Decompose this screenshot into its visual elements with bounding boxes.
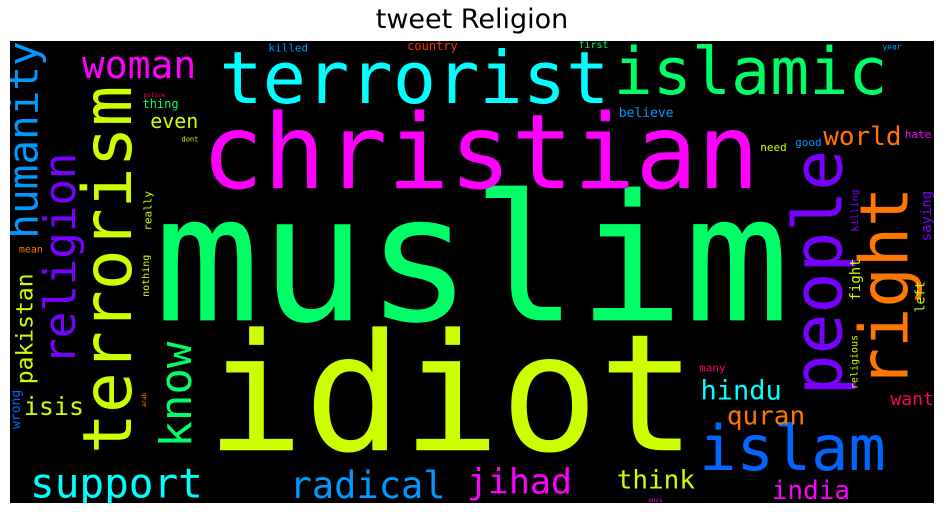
word-left: left (914, 281, 929, 312)
word-christian: christian (201, 93, 759, 213)
word-police: police (144, 92, 166, 99)
word-know: know (151, 341, 202, 447)
chart-title: tweet Religion (375, 4, 569, 35)
word-muslim: muslim (154, 157, 790, 362)
word-need: need (760, 141, 787, 154)
word-idiot: idiot (206, 300, 697, 489)
word-islam: islam (699, 412, 886, 485)
word-country: country (407, 41, 458, 53)
word-cloud-panel: muslim idiot christian terrorist people terro… (10, 41, 934, 503)
word-saying: saying (919, 191, 934, 242)
word-india: india (772, 476, 850, 503)
word-jihad: jihad (467, 463, 572, 503)
word-terrorism: terrorism (69, 86, 148, 454)
word-pakistan: pakistan (12, 273, 38, 384)
word-think: think (617, 465, 696, 495)
word-radical: radical (290, 464, 446, 503)
word-mean: mean (19, 245, 43, 256)
word-dont: dont (181, 136, 198, 144)
word-believe: believe (619, 106, 674, 121)
word-thing: thing (142, 97, 178, 111)
word-world: world (823, 122, 901, 152)
word-wrong: wrong (10, 390, 24, 429)
word-guys: guys (648, 497, 663, 503)
word-hindu: hindu (701, 376, 782, 407)
word-religion: religion (35, 153, 86, 365)
word-religious: religious (849, 335, 860, 389)
word-quran: quran (727, 402, 805, 432)
word-fight: fight (848, 258, 864, 300)
word-many: many (699, 362, 726, 375)
word-woman: woman (82, 43, 196, 87)
word-support: support (30, 460, 203, 503)
word-terrorist: terrorist (219, 41, 609, 120)
word-people: people (780, 150, 859, 396)
word-nothing: nothing (141, 255, 152, 297)
word-killed: killed (268, 41, 308, 54)
word-islamic: islamic (614, 41, 888, 110)
word-humanity: humanity (10, 41, 48, 238)
word-right: right (846, 187, 924, 389)
word-first: first (578, 41, 608, 51)
word-want: want (890, 389, 933, 410)
word-isis: isis (24, 392, 84, 421)
word-even: even (150, 109, 198, 133)
word-year: year (882, 42, 901, 51)
word-killing: killing (850, 189, 861, 231)
word-good: good (795, 136, 822, 149)
word-hate: hate (905, 128, 932, 141)
word-really: really (142, 191, 155, 231)
word-arab: arab (141, 392, 148, 407)
